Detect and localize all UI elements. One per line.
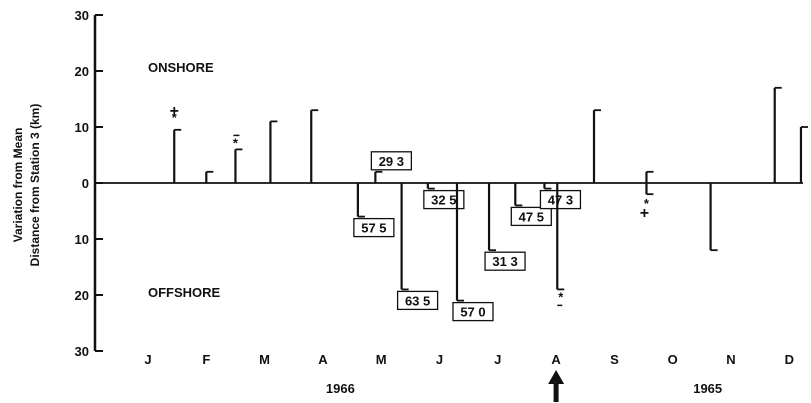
x-month-label: A xyxy=(551,352,561,367)
y-tick-label: 10 xyxy=(75,120,89,135)
arrow-shaft xyxy=(553,382,559,402)
data-label-box xyxy=(396,290,439,311)
data-label-box xyxy=(370,151,413,171)
data-label-box xyxy=(452,301,494,322)
y-tick-label: 20 xyxy=(75,64,89,79)
data-label-box xyxy=(539,189,582,210)
y-axis-label-line1: Variation from Mean xyxy=(11,128,25,243)
data-label-box xyxy=(353,217,395,238)
data-label-box xyxy=(484,251,526,271)
onshore-label: ONSHORE xyxy=(148,60,214,75)
data-label: 57 0 xyxy=(460,305,485,320)
data-label: 31 3 xyxy=(492,254,517,269)
x-month-label: J xyxy=(144,352,151,367)
arrow-head xyxy=(548,370,565,384)
star-icon: * xyxy=(233,135,239,150)
offshore-label: OFFSHORE xyxy=(148,285,221,300)
x-month-label: M xyxy=(376,352,387,367)
x-month-label: F xyxy=(202,352,210,367)
y-tick-label: 30 xyxy=(75,8,89,23)
year-label: 1965 xyxy=(693,381,722,396)
x-month-label: J xyxy=(436,352,443,367)
bars: *+*57 529 363 532 557 031 347 547 3**+ xyxy=(170,86,808,322)
x-month-label: J xyxy=(494,352,501,367)
y-tick-label: 20 xyxy=(75,288,89,303)
data-label: 32 5 xyxy=(431,193,456,208)
data-label: 47 3 xyxy=(548,193,573,208)
arrow-icon xyxy=(548,370,565,402)
star-icon: * xyxy=(558,289,564,304)
x-month-label: D xyxy=(785,352,794,367)
year-labels: 1966 1965 xyxy=(326,381,722,396)
data-label: 57 5 xyxy=(361,221,386,236)
y-tick-label: 30 xyxy=(75,344,89,359)
x-month-label: M xyxy=(259,352,270,367)
plus-icon: + xyxy=(640,205,649,222)
x-month-label: A xyxy=(318,352,328,367)
data-label: 63 5 xyxy=(405,293,430,308)
year-label: 1966 xyxy=(326,381,355,396)
x-month-label: O xyxy=(668,352,678,367)
y-tick-label: 0 xyxy=(82,176,89,191)
data-label-box xyxy=(423,189,465,210)
y-tick-label: 10 xyxy=(75,232,89,247)
x-month-label: N xyxy=(726,352,735,367)
plus-icon: + xyxy=(170,103,179,120)
x-month-label: S xyxy=(610,352,619,367)
data-label: 47 5 xyxy=(519,209,544,224)
y-axis-label-line2: Distance from Station 3 (km) xyxy=(28,104,42,267)
y-tick-labels: 30 20 10 0 10 20 30 xyxy=(75,8,103,359)
star-icon: * xyxy=(172,110,178,125)
star-icon: * xyxy=(644,196,650,211)
data-label: 29 3 xyxy=(379,154,404,169)
data-label-box xyxy=(510,206,552,227)
